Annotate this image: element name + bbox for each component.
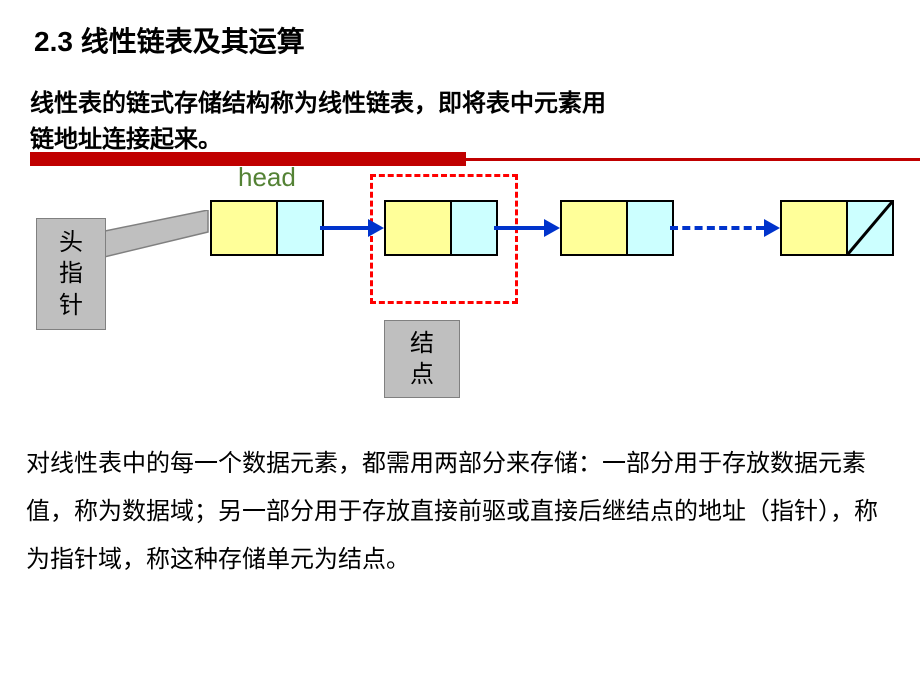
node-pointer-field [628,202,672,254]
node-data-field [386,202,452,254]
node-pointer-field [278,202,322,254]
pointer-arrow-1 [320,226,368,230]
linked-list-node-2 [384,200,498,256]
intro-line1: 线性表的链式存储结构称为线性链表，即将表中元素用 [30,90,606,117]
arrow-head-icon [368,219,384,237]
body-paragraph: 对线性表中的每一个数据元素，都需用两部分来存储：一部分用于存放数据元素值，称为数… [26,440,896,584]
linked-list-node-4 [780,200,894,256]
head-label: head [238,162,296,193]
node-callout: 结 点 [384,320,460,398]
null-terminator-icon [848,202,892,254]
linked-list-node-1 [210,200,324,256]
linked-list-node-3 [560,200,674,256]
node-pointer-field [452,202,496,254]
node-data-field [782,202,848,254]
section-title: 2.3 线性链表及其运算 [34,20,305,60]
callout-text: 头 指 针 [59,227,83,321]
arrow-head-icon [544,219,560,237]
intro-paragraph: 线性表的链式存储结构称为线性链表，即将表中元素用 链地址连接起来。 [30,86,606,158]
head-pointer-callout: 头 指 针 [36,218,106,330]
node-data-field [562,202,628,254]
node-pointer-field [848,202,892,254]
arrow-head-icon [764,219,780,237]
pointer-arrow-2 [494,226,544,230]
divider-line [466,158,920,161]
callout-pointer-icon [100,210,215,270]
callout-text: 结 点 [410,328,434,390]
intro-line2: 链地址连接起来。 [30,126,222,153]
node-data-field [212,202,278,254]
pointer-arrow-dashed [670,226,764,230]
